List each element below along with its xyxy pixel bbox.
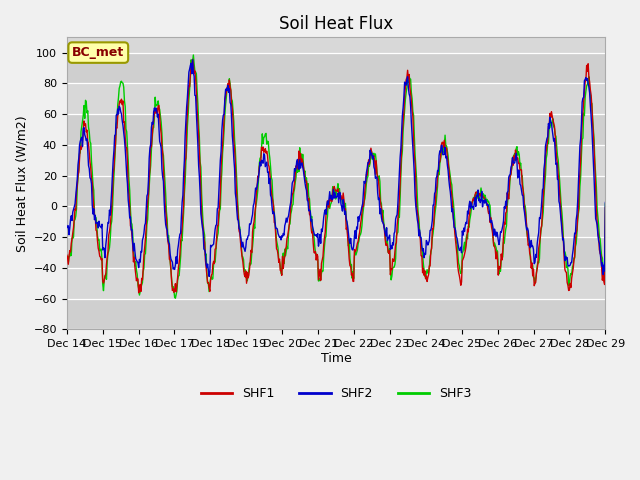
SHF3 xyxy=(189,52,197,58)
X-axis label: Time: Time xyxy=(321,352,351,365)
Bar xyxy=(67,237,605,268)
Legend: SHF1, SHF2, SHF3: SHF1, SHF2, SHF3 xyxy=(196,382,477,405)
Bar xyxy=(67,176,605,206)
SHF2 xyxy=(205,274,213,279)
SHF1 xyxy=(128,232,136,238)
SHF3 xyxy=(184,124,191,130)
SHF1 xyxy=(403,75,411,81)
SHF1 xyxy=(63,252,70,258)
SHF2 xyxy=(73,183,81,189)
SHF3 xyxy=(172,295,179,301)
SHF3 xyxy=(63,262,70,267)
SHF3 xyxy=(403,85,411,91)
SHF2 xyxy=(602,200,609,205)
SHF1 xyxy=(135,290,143,296)
SHF3 xyxy=(128,221,136,227)
Y-axis label: Soil Heat Flux (W/m2): Soil Heat Flux (W/m2) xyxy=(15,115,28,252)
Title: Soil Heat Flux: Soil Heat Flux xyxy=(279,15,393,33)
SHF2 xyxy=(128,227,136,232)
SHF1 xyxy=(212,235,220,241)
SHF2 xyxy=(183,104,191,110)
Line: SHF2: SHF2 xyxy=(67,60,605,276)
SHF2 xyxy=(63,223,70,228)
Bar xyxy=(67,53,605,84)
SHF2 xyxy=(189,57,196,63)
SHF2 xyxy=(403,77,411,83)
SHF3 xyxy=(419,252,426,258)
SHF1 xyxy=(184,111,191,117)
Text: BC_met: BC_met xyxy=(72,46,124,59)
SHF3 xyxy=(73,206,81,212)
SHF3 xyxy=(212,239,220,245)
Bar xyxy=(67,299,605,329)
SHF1 xyxy=(189,57,196,62)
Bar xyxy=(67,114,605,145)
SHF1 xyxy=(73,190,81,195)
SHF3 xyxy=(602,201,609,207)
SHF1 xyxy=(602,204,609,210)
SHF1 xyxy=(419,270,426,276)
SHF2 xyxy=(419,248,426,254)
Line: SHF3: SHF3 xyxy=(67,55,605,298)
SHF2 xyxy=(212,222,220,228)
Line: SHF1: SHF1 xyxy=(67,60,605,293)
